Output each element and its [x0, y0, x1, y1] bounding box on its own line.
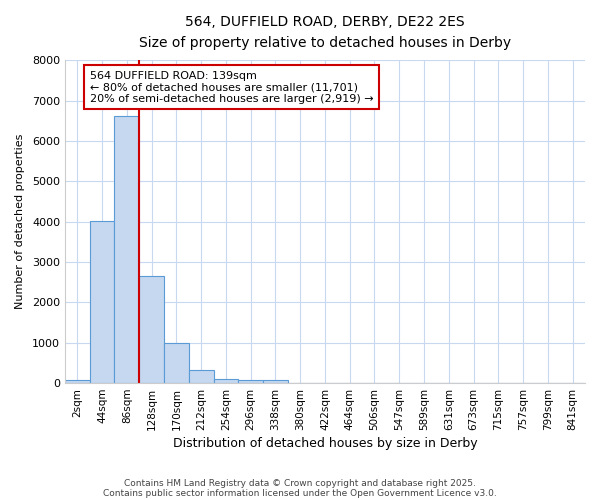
Bar [263, 380, 288, 383]
Title: 564, DUFFIELD ROAD, DERBY, DE22 2ES
Size of property relative to detached houses: 564, DUFFIELD ROAD, DERBY, DE22 2ES Size… [139, 15, 511, 50]
Text: Contains HM Land Registry data © Crown copyright and database right 2025.: Contains HM Land Registry data © Crown c… [124, 478, 476, 488]
Text: Contains public sector information licensed under the Open Government Licence v3: Contains public sector information licen… [103, 488, 497, 498]
X-axis label: Distribution of detached houses by size in Derby: Distribution of detached houses by size … [173, 437, 477, 450]
Y-axis label: Number of detached properties: Number of detached properties [15, 134, 25, 310]
Bar [238, 380, 263, 383]
Bar [65, 380, 89, 383]
Text: 564 DUFFIELD ROAD: 139sqm
← 80% of detached houses are smaller (11,701)
20% of s: 564 DUFFIELD ROAD: 139sqm ← 80% of detac… [89, 70, 373, 104]
Bar [214, 378, 238, 383]
Bar [164, 342, 189, 383]
Bar [115, 116, 139, 383]
Bar [189, 370, 214, 383]
Bar [89, 221, 115, 383]
Bar [139, 276, 164, 383]
